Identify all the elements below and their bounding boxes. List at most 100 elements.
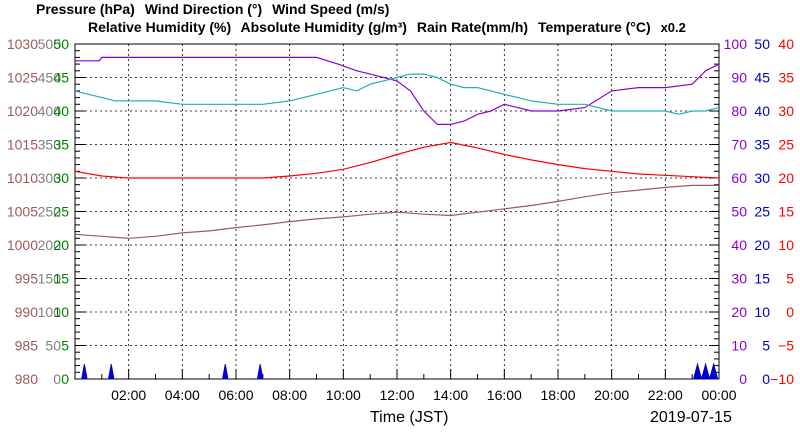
rain_rate-tick-label: 35: [754, 137, 770, 153]
temperature-tick-label: 25: [778, 137, 794, 153]
x-tick-label: 12:00: [379, 387, 414, 403]
wind_direction-tick-label: 350: [38, 137, 62, 153]
wind_direction-tick-label: 250: [38, 204, 62, 220]
wind_direction-tick-label: 100: [38, 304, 62, 320]
relative_humidity-tick-label: 40: [731, 237, 747, 253]
legend-second-row: Relative Humidity (%) Absolute Humidity …: [88, 19, 686, 35]
rain_rate-tick-label: 45: [754, 70, 770, 86]
pressure-tick-label: 985: [15, 338, 39, 354]
pressure-tick-label: 1025: [7, 70, 38, 86]
wind_speed-tick-label: 15: [53, 271, 69, 287]
relative_humidity-tick-label: 60: [731, 170, 747, 186]
rain-rate-peak: [81, 364, 88, 380]
pressure-tick-label: 1015: [7, 137, 38, 153]
temperature-tick-label: −5: [778, 338, 794, 354]
wind_speed-tick-label: 45: [53, 70, 69, 86]
temperature-line: [74, 141, 720, 179]
rain_rate-tick-label: 50: [754, 36, 770, 52]
rain-rate-peak: [700, 362, 711, 380]
temperature-tick-label: 30: [778, 103, 794, 119]
wind_direction-tick-label: 450: [38, 70, 62, 86]
rain_rate-tick-label: 40: [754, 103, 770, 119]
temperature-tick-label: 20: [778, 170, 794, 186]
pressure-tick-label: 995: [15, 271, 39, 287]
relative_humidity-tick-label: 80: [731, 103, 747, 119]
x-tick-label: 20:00: [594, 387, 629, 403]
wind_speed-tick-label: 10: [53, 304, 69, 320]
wind_direction-tick-label: 0: [53, 371, 61, 387]
y-axes: 9809859909951000100510101015102010251030…: [7, 36, 794, 387]
x-tick-label: 02:00: [111, 387, 146, 403]
relative_humidity-tick-label: 90: [731, 70, 747, 86]
pressure-tick-label: 990: [15, 304, 39, 320]
wind_speed-tick-label: 40: [53, 103, 69, 119]
wind_direction-tick-label: 50: [45, 338, 61, 354]
legend-top-row: Pressure (hPa) Wind Direction (°) Wind S…: [36, 1, 395, 17]
x-tick-label: 22:00: [648, 387, 683, 403]
temperature-tick-label: 0: [786, 304, 794, 320]
wind_speed-tick-label: 5: [61, 338, 69, 354]
x-tick-label: 14:00: [433, 387, 468, 403]
wind_speed-tick-label: 30: [53, 170, 69, 186]
x-tick-label: 06:00: [218, 387, 253, 403]
pressure-tick-label: 980: [15, 371, 39, 387]
x-tick-label: 04:00: [165, 387, 200, 403]
rain-rate-peak: [708, 362, 719, 380]
temperature-tick-label: −10: [770, 371, 794, 387]
wind_direction-tick-label: 200: [38, 237, 62, 253]
pressure-header: Pressure (hPa): [36, 1, 135, 17]
temperature-tick-label: 10: [778, 237, 794, 253]
rain_rate-tick-label: 10: [754, 304, 770, 320]
rain_rate-tick-label: 20: [754, 237, 770, 253]
x-tick-label: 10:00: [326, 387, 361, 403]
wind_direction-tick-label: 150: [38, 271, 62, 287]
absolute-humidity-header: Absolute Humidity (g/m³): [240, 19, 407, 35]
wind_speed-tick-label: 35: [53, 137, 69, 153]
rain_rate-tick-label: 15: [754, 271, 770, 287]
pressure-tick-label: 1000: [7, 237, 38, 253]
temperature-tick-label: 5: [786, 271, 794, 287]
relative_humidity-tick-label: 20: [731, 304, 747, 320]
rain_rate-tick-label: 30: [754, 170, 770, 186]
relative_humidity-tick-label: 50: [731, 204, 747, 220]
temperature-tick-label: 35: [778, 70, 794, 86]
relative_humidity-tick-label: 10: [731, 338, 747, 354]
rain_rate-tick-label: 25: [754, 204, 770, 220]
rain-rate-header: Rain Rate(mm/h): [416, 19, 529, 35]
x-axis-ticks: 02:00 04:00 06:00 08:00 10:00 12:00 14:00 16:00…: [74, 369, 737, 403]
temperature-header: Temperature (°C): [537, 19, 651, 35]
x-axis-title: Time (JST): [370, 409, 449, 426]
x-tick-label: 00:00: [701, 387, 736, 403]
pressure-tick-label: 1020: [7, 103, 38, 119]
grid-lines: [75, 44, 719, 379]
temperature-tick-label: 15: [778, 204, 794, 220]
date-label: 2019-07-15: [650, 409, 732, 426]
pressure-tick-label: 1010: [7, 170, 38, 186]
relative_humidity-tick-label: 30: [731, 271, 747, 287]
pressure-tick-label: 1005: [7, 204, 38, 220]
relative-humidity-header: Relative Humidity (%): [88, 19, 232, 35]
wind_speed-tick-label: 50: [53, 36, 69, 52]
absolute-humidity-line: [74, 73, 720, 115]
relative_humidity-tick-label: 70: [731, 137, 747, 153]
x-tick-label: 08:00: [272, 387, 307, 403]
relative_humidity-tick-label: 100: [724, 36, 748, 52]
wind-speed-header: Wind Speed (m/s): [272, 1, 390, 17]
rain_rate-tick-label: 5: [762, 338, 770, 354]
rain-rate-peak: [221, 364, 229, 380]
wind-direction-header: Wind Direction (°): [144, 1, 263, 17]
relative_humidity-tick-label: 0: [739, 371, 747, 387]
rain-rate-peak: [256, 364, 264, 380]
wind_direction-tick-label: 300: [38, 170, 62, 186]
temperature-tick-label: 40: [778, 36, 794, 52]
wind_direction-tick-label: 400: [38, 103, 62, 119]
pressure-line: [74, 184, 719, 239]
rain-rate-peak: [692, 362, 703, 380]
abs-humidity-multiplier: x0.2: [660, 20, 686, 35]
relative-humidity-line: [75, 56, 720, 125]
pressure-tick-label: 1030: [7, 36, 38, 52]
rain_rate-tick-label: 0: [762, 371, 770, 387]
series-layer: [74, 56, 720, 380]
wind_speed-tick-label: 0: [61, 371, 69, 387]
